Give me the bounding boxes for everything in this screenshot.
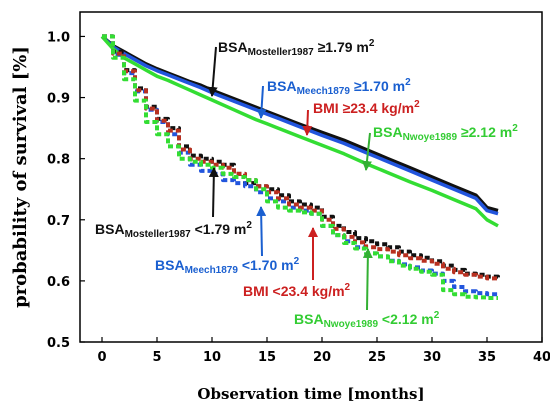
label-bsa-mosteller-low: BSAMosteller1987 <1.79 m2 (95, 220, 252, 240)
x-tick-label: 0 (97, 350, 106, 365)
arrow-bsa-meech-low (256, 206, 267, 257)
y-tick-label: 0.7 (47, 214, 70, 229)
label-sup: 2 (369, 38, 375, 49)
label-bsa-meech-high: BSAMeech1879 ≥1.70 m2 (267, 77, 411, 97)
label-sub: Mosteller1987 (125, 229, 192, 240)
label-sub: Nwoye1989 (324, 319, 379, 330)
arrow-bsa-meech-high (256, 85, 267, 119)
label-sub: Mosteller1987 (248, 47, 315, 58)
label-sub: Nwoye1989 (403, 132, 458, 143)
label-main: BSA (373, 124, 403, 140)
x-tick-label: 25 (368, 350, 386, 365)
x-axis: 0 5 10 15 20 25 30 35 40 (97, 337, 550, 365)
x-tick-label: 10 (203, 350, 221, 365)
y-axis: 0.5 0.6 0.7 0.8 0.9 1.0 (47, 30, 85, 351)
label-tail: <1.79 m (191, 221, 247, 237)
label-tail: <2.12 m (378, 311, 434, 327)
annotations: BSAMosteller1987 ≥1.79 m2 BSAMeech1879 ≥… (95, 38, 518, 330)
x-tick-label: 35 (478, 350, 496, 365)
label-sup: 2 (246, 220, 252, 231)
label-tail: ≥1.79 m (314, 39, 369, 55)
label-main: BMI <23.4 kg/m (243, 283, 345, 299)
label-sup: 2 (345, 282, 351, 293)
label-main: BSA (95, 221, 125, 237)
series-line-low-5 (102, 34, 500, 281)
label-bmi-high: BMI ≥23.4 kg/m2 (313, 99, 420, 116)
label-sup: 2 (414, 99, 420, 110)
plot-frame (79, 11, 543, 343)
y-tick-label: 0.6 (47, 275, 70, 290)
label-bsa-nwoye-high: BSANwoye1989 ≥2.12 m2 (373, 123, 518, 143)
arrow-bmi-high (302, 109, 313, 136)
label-bmi-low: BMI <23.4 kg/m2 (243, 282, 351, 299)
y-tick-label: 0.9 (47, 92, 70, 107)
x-tick-label: 15 (258, 350, 276, 365)
arrow-bsa-nwoye-high (361, 132, 372, 171)
x-axis-title: Observation time [months] (197, 385, 424, 403)
label-bsa-mosteller-high: BSAMosteller1987 ≥1.79 m2 (218, 38, 375, 58)
y-tick-label: 0.5 (47, 336, 70, 351)
x-tick-label: 30 (423, 350, 441, 365)
label-sup: 2 (294, 256, 300, 267)
x-tick-label: 5 (152, 350, 161, 365)
arrow-bsa-mosteller-low (208, 167, 219, 218)
series-line-low-6 (102, 34, 498, 300)
y-tick-label: 1.0 (47, 30, 70, 45)
arrow-bsa-nwoye-low (362, 248, 373, 311)
arrow-bsa-mosteller-high (207, 46, 218, 97)
label-main: BSA (155, 257, 185, 273)
x-tick-label: 20 (313, 350, 331, 365)
label-main: BSA (218, 39, 248, 55)
label-sub: Meech1879 (185, 265, 239, 276)
y-axis-title: probability of survival [%] (10, 46, 31, 308)
x-tick-label: 40 (533, 350, 550, 365)
label-sup: 2 (512, 123, 518, 134)
label-bsa-nwoye-low: BSANwoye1989 <2.12 m2 (294, 310, 440, 330)
label-sup: 2 (405, 77, 411, 88)
label-tail: ≥1.70 m (350, 78, 405, 94)
label-tail: ≥2.12 m (457, 124, 512, 140)
label-main: BMI ≥23.4 kg/m (313, 100, 414, 116)
label-tail: <1.70 m (238, 257, 294, 273)
label-main: BSA (294, 311, 324, 327)
y-tick-label: 0.8 (47, 153, 70, 168)
series-line-high-2 (100, 35, 499, 228)
label-main: BSA (267, 78, 297, 94)
series-line-high-1 (100, 35, 499, 216)
label-sub: Meech1879 (297, 86, 351, 97)
annotation-arrows (207, 46, 373, 311)
label-sup: 2 (434, 310, 440, 321)
label-bsa-meech-low: BSAMeech1879 <1.70 m2 (155, 256, 300, 276)
